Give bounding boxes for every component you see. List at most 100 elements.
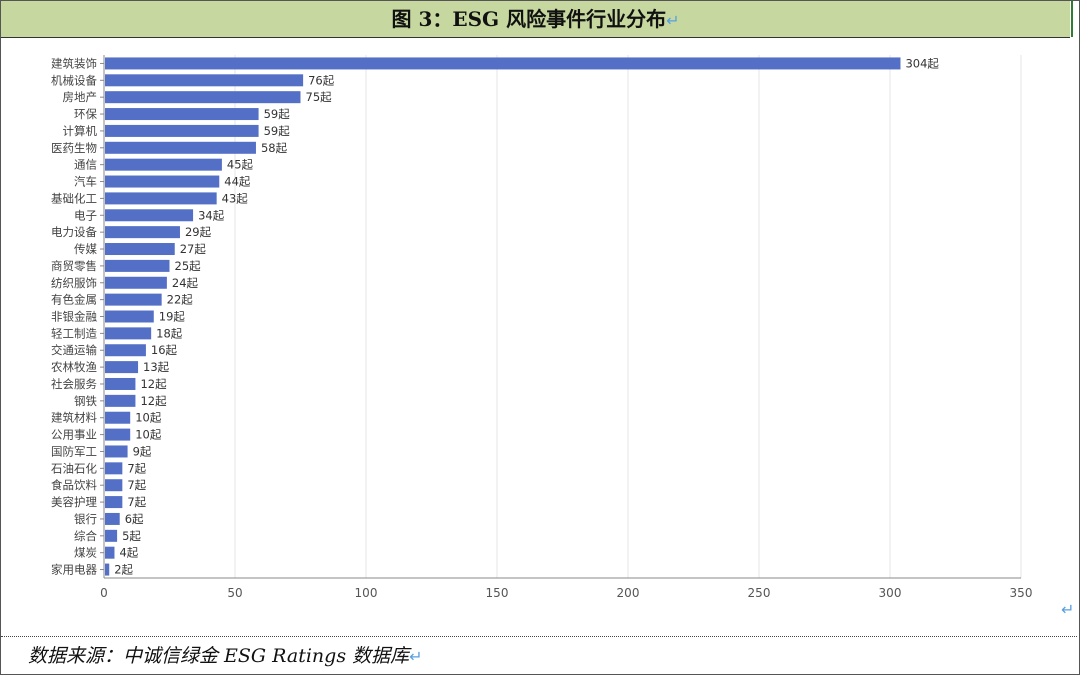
value-label: 44起 — [224, 175, 251, 189]
value-label: 29起 — [185, 225, 212, 239]
category-label: 基础化工 — [51, 191, 97, 205]
value-label: 24起 — [172, 276, 199, 290]
bar-20 — [105, 394, 136, 407]
value-label: 7起 — [127, 478, 146, 492]
value-label: 9起 — [133, 444, 152, 458]
value-label: 18起 — [156, 326, 183, 340]
category-label: 医药生物 — [51, 141, 97, 155]
bar-22 — [105, 428, 131, 441]
bars — [105, 57, 901, 576]
category-label: 环保 — [74, 107, 97, 121]
category-label: 煤炭 — [74, 546, 97, 560]
x-tick-label: 150 — [486, 586, 509, 600]
category-label: 传媒 — [74, 242, 97, 256]
category-label: 公用事业 — [51, 428, 97, 442]
value-label: 59起 — [264, 107, 291, 121]
bar-7 — [105, 175, 220, 188]
category-label: 机械设备 — [51, 73, 97, 87]
data-source-note: 数据来源：中诚信绿金 ESG Ratings 数据库↵ — [28, 641, 423, 671]
category-label: 综合 — [74, 529, 97, 543]
bar-26 — [105, 496, 123, 509]
bar-9 — [105, 209, 194, 222]
value-label: 7起 — [127, 495, 146, 509]
category-label: 有色金属 — [51, 293, 97, 307]
value-label: 10起 — [135, 428, 162, 442]
bar-1 — [105, 74, 304, 87]
value-label: 76起 — [308, 73, 335, 87]
category-label: 电子 — [74, 208, 97, 222]
bar-16 — [105, 327, 152, 340]
paragraph-mark-icon: ↵ — [409, 647, 423, 666]
x-tick-label: 200 — [617, 586, 640, 600]
x-tick-label: 100 — [355, 586, 378, 600]
value-label: 7起 — [127, 461, 146, 475]
category-label: 农林牧渔 — [51, 360, 97, 374]
category-label: 社会服务 — [51, 377, 97, 391]
bar-0 — [105, 57, 901, 70]
bar-10 — [105, 226, 180, 239]
title-bar-edge — [1071, 1, 1073, 37]
category-label: 钢铁 — [74, 394, 97, 408]
value-label: 19起 — [159, 310, 186, 324]
figure-title-text: 图 3：ESG 风险事件行业分布 — [391, 7, 667, 31]
bar-18 — [105, 361, 139, 374]
category-label: 通信 — [74, 158, 97, 172]
x-tick-label: 0 — [100, 586, 108, 600]
x-tick-label: 50 — [227, 586, 242, 600]
axes — [100, 55, 1021, 579]
bar-3 — [105, 108, 259, 121]
bar-17 — [105, 344, 146, 357]
category-label: 纺织服饰 — [51, 276, 97, 290]
bar-4 — [105, 124, 259, 137]
category-label: 建筑装饰 — [51, 56, 97, 70]
source-separator — [1, 636, 1077, 637]
category-label: 国防军工 — [51, 444, 97, 458]
bar-2 — [105, 91, 301, 104]
value-label: 75起 — [306, 90, 333, 104]
category-label: 美容护理 — [51, 495, 97, 509]
bar-14 — [105, 293, 162, 306]
category-label: 商贸零售 — [51, 259, 97, 273]
value-label: 34起 — [198, 208, 225, 222]
title-bar: 图 3：ESG 风险事件行业分布↵ — [1, 1, 1070, 38]
value-label: 13起 — [143, 360, 170, 374]
bar-29 — [105, 546, 115, 559]
category-label: 电力设备 — [51, 225, 97, 239]
value-label: 2起 — [114, 563, 133, 577]
value-label: 12起 — [140, 377, 167, 391]
x-tick-label: 300 — [879, 586, 902, 600]
bar-19 — [105, 377, 136, 390]
bar-6 — [105, 158, 222, 171]
category-label: 房地产 — [63, 90, 98, 104]
figure-title: 图 3：ESG 风险事件行业分布↵ — [1, 1, 1070, 37]
value-label: 58起 — [261, 141, 288, 155]
category-label: 食品饮料 — [51, 478, 97, 492]
value-label: 10起 — [135, 411, 162, 425]
value-label: 4起 — [119, 546, 138, 560]
bar-12 — [105, 259, 170, 272]
value-label: 12起 — [140, 394, 167, 408]
category-label: 家用电器 — [51, 563, 97, 577]
value-label: 59起 — [264, 124, 291, 138]
value-label: 25起 — [175, 259, 202, 273]
bar-15 — [105, 310, 154, 323]
category-label: 汽车 — [74, 175, 97, 189]
data-source-text: 数据来源：中诚信绿金 ESG Ratings 数据库 — [28, 645, 410, 667]
bar-5 — [105, 141, 256, 154]
x-tick-label: 250 — [748, 586, 771, 600]
grid-lines — [234, 55, 1022, 578]
category-label: 建筑材料 — [51, 411, 97, 425]
category-label: 计算机 — [63, 124, 98, 138]
bar-27 — [105, 512, 120, 525]
bar-30 — [105, 563, 110, 576]
category-label: 石油石化 — [51, 461, 97, 475]
paragraph-mark-icon: ↵ — [666, 11, 680, 30]
bar-28 — [105, 529, 118, 542]
bar-24 — [105, 462, 123, 475]
category-label: 非银金融 — [51, 310, 97, 324]
value-label: 16起 — [151, 343, 178, 357]
value-label: 6起 — [125, 512, 144, 526]
category-label: 轻工制造 — [51, 326, 97, 340]
paragraph-mark-icon: ↵ — [1061, 600, 1075, 619]
